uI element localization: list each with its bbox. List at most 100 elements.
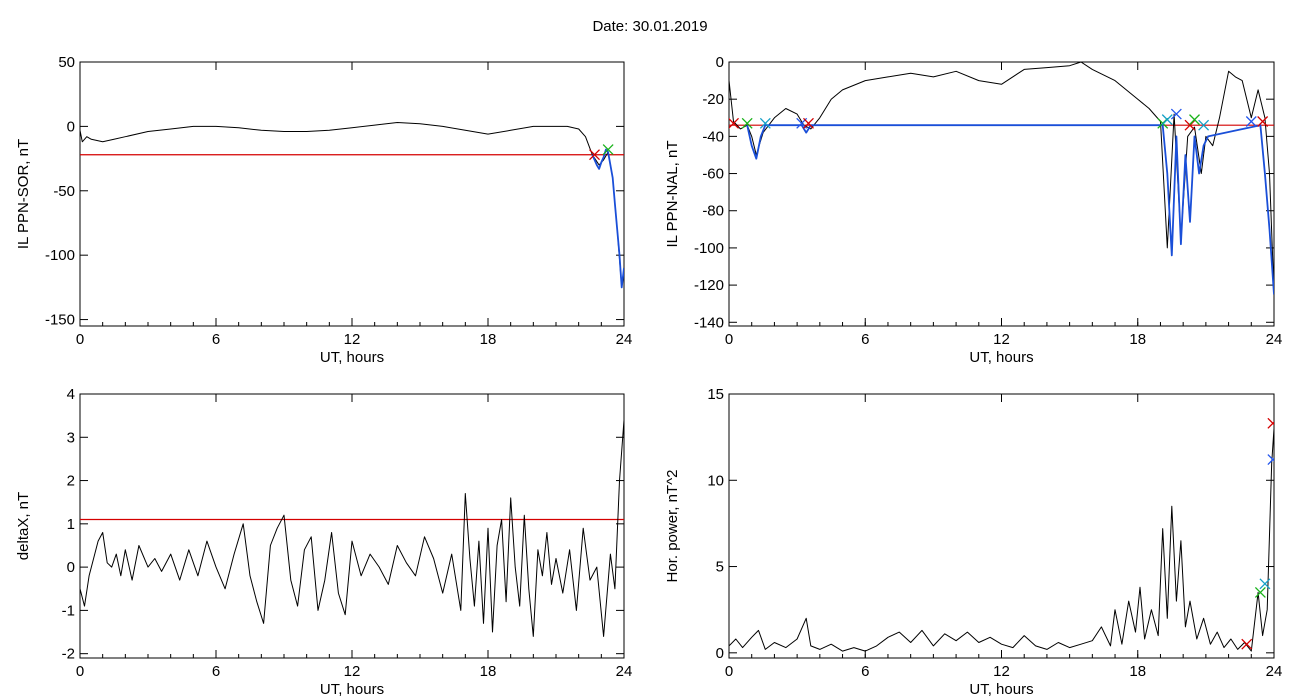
event-marker [741,117,753,129]
x-tick-label: 6 [861,331,869,348]
y-tick-label: -40 [702,128,724,145]
x-tick-label: 18 [480,663,497,680]
x-tick-label: 6 [861,663,869,680]
event-marker [1198,119,1210,131]
event-marker [1184,119,1196,131]
event-marker [803,117,814,129]
y-axis-label: IL PPN-SOR, nT [15,139,32,249]
marker-stroke [1245,116,1257,127]
panel-power: 0 6 12 18 24 15 10 5 0 UT, hours Hor. power, nT^2 [664,386,1282,698]
event-marker [1161,114,1173,126]
y-tick-label: 0 [716,54,724,71]
y-tick-label: -120 [694,277,724,294]
event-marker [1259,578,1271,590]
x-tick-label: 12 [993,663,1010,680]
plot-area [729,417,1274,652]
plot-frame [79,61,625,327]
marker-stroke [1241,638,1253,650]
series-line-highlight [746,124,1274,295]
plot-frame [79,393,625,659]
x-tick-label: 24 [1266,663,1283,680]
plot-area [80,419,624,637]
page-title: Date: 30.01.2019 [592,18,708,35]
y-tick-label: -100 [45,247,75,264]
x-axis-label: UT, hours [320,681,384,698]
y-tick-label: 50 [58,54,75,71]
series-line [80,419,624,637]
x-tick-label: 12 [344,663,361,680]
event-marker [1254,586,1266,598]
series-line [729,428,1274,652]
x-tick-label: 12 [993,331,1010,348]
marker-stroke [1267,421,1274,429]
y-tick-label: 15 [707,386,724,403]
x-tick-label: 24 [1266,331,1283,348]
y-tick-label: -150 [45,312,75,329]
panel-deltax: 0 6 12 18 24 4 3 2 1 0 -1 -2 UT, hours deltaX, nT [15,386,632,698]
series-line [80,122,624,288]
event-marker [1245,116,1257,127]
event-marker [1170,108,1182,120]
marker-stroke [1259,578,1271,590]
y-tick-label: 5 [716,559,724,576]
panel-sor: 0 6 12 18 24 50 0 -50 -100 -150 UT, hours IL PPN-SO… [15,54,632,366]
y-tick-label: 4 [67,386,75,403]
marker-stroke [1257,116,1269,127]
y-axis-label: deltaX, nT [15,492,32,560]
y-tick-label: -80 [702,203,724,220]
x-tick-label: 0 [76,331,84,348]
y-tick-label: -100 [694,240,724,257]
event-marker [1257,116,1269,127]
x-tick-label: 24 [616,331,633,348]
x-tick-label: 0 [725,663,733,680]
marker-stroke [759,117,771,129]
y-tick-label: 10 [707,472,724,489]
y-tick-label: -60 [702,166,724,183]
x-tick-label: 18 [480,331,497,348]
x-tick-label: 6 [212,331,220,348]
marker-stroke [589,149,600,161]
y-tick-label: 3 [67,429,75,446]
x-tick-label: 0 [76,663,84,680]
y-tick-label: -20 [702,91,724,108]
marker-stroke [741,117,753,129]
event-marker [602,144,614,156]
y-tick-label: 0 [716,645,724,662]
marker-stroke [729,117,740,129]
event-marker [1189,114,1200,126]
event-marker [729,117,740,129]
panel-nal: 0 6 12 18 24 0 -20 -40 -60 -80 -100 -120 -140 UT, hou… [664,54,1282,366]
x-tick-label: 0 [725,331,733,348]
marker-stroke [1198,119,1210,131]
y-tick-label: 0 [67,118,75,135]
event-marker [1267,454,1274,466]
marker-stroke [1161,114,1173,126]
y-tick-label: -140 [694,314,724,331]
marker-stroke [1184,119,1196,131]
marker-stroke [1267,457,1274,466]
series-line [729,62,1274,295]
plot-area [729,62,1274,295]
series-line-highlight [591,148,624,289]
event-marker [1267,417,1274,429]
event-marker [589,149,600,161]
x-tick-label: 18 [1129,663,1146,680]
event-marker [759,117,771,129]
y-tick-label: -1 [62,602,75,619]
marker-stroke [602,144,614,156]
y-tick-label: 0 [67,559,75,576]
x-tick-label: 12 [344,331,361,348]
x-tick-label: 24 [616,663,633,680]
y-axis-label: IL PPN-NAL, nT [664,141,681,248]
x-tick-label: 18 [1129,331,1146,348]
x-axis-label: UT, hours [320,349,384,366]
marker-stroke [1189,114,1200,126]
marker-stroke [803,117,814,129]
x-axis-label: UT, hours [969,681,1033,698]
x-tick-label: 6 [212,663,220,680]
marker-stroke [1170,108,1182,120]
event-marker [1241,638,1253,650]
y-axis-label: Hor. power, nT^2 [664,470,681,583]
plot-area [80,122,624,289]
